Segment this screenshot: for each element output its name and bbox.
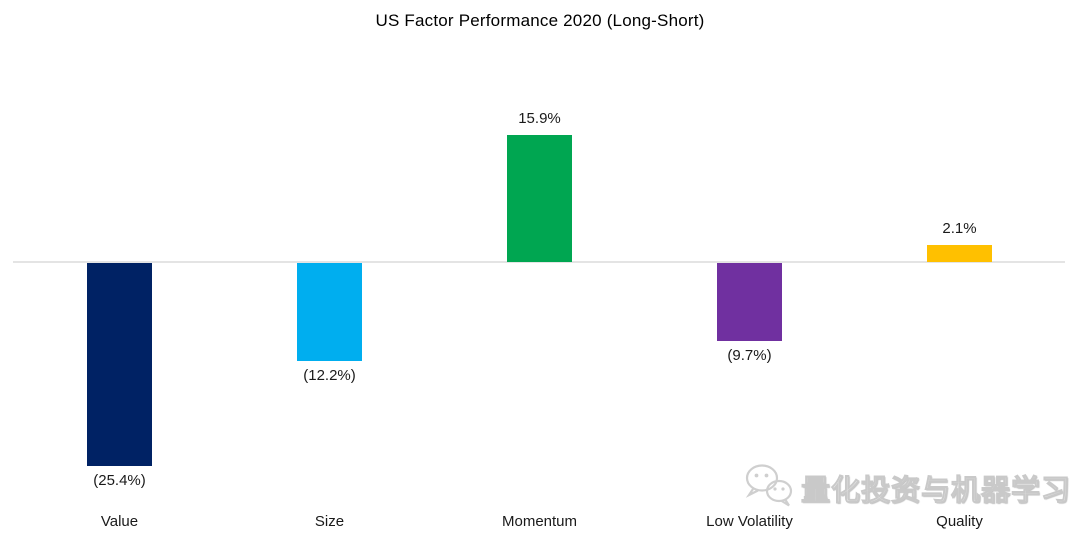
bar-low-volatility <box>717 263 782 341</box>
category-label-size: Size <box>314 513 345 530</box>
bar-quality <box>927 245 992 262</box>
bar-size <box>297 263 362 361</box>
category-label-low-volatility: Low Volatility <box>706 513 793 530</box>
category-label-value: Value <box>100 513 139 530</box>
bar-value <box>87 263 152 466</box>
watermark-text: 量化投资与机器学习 <box>800 474 1072 507</box>
value-label-quality: 2.1% <box>942 220 977 237</box>
zero-axis-line <box>13 261 1065 263</box>
value-label-value: (25.4%) <box>93 472 146 489</box>
category-label-quality: Quality <box>936 513 983 530</box>
bar-momentum <box>507 135 572 262</box>
wechat-icon <box>742 462 796 513</box>
chart-title: US Factor Performance 2020 (Long-Short) <box>375 11 705 30</box>
category-label-momentum: Momentum <box>501 513 578 530</box>
value-label-size: (12.2%) <box>303 367 356 384</box>
value-label-low-volatility: (9.7%) <box>727 347 772 364</box>
watermark: 量化投资与机器学习 <box>742 462 1071 513</box>
value-label-momentum: 15.9% <box>518 110 561 127</box>
